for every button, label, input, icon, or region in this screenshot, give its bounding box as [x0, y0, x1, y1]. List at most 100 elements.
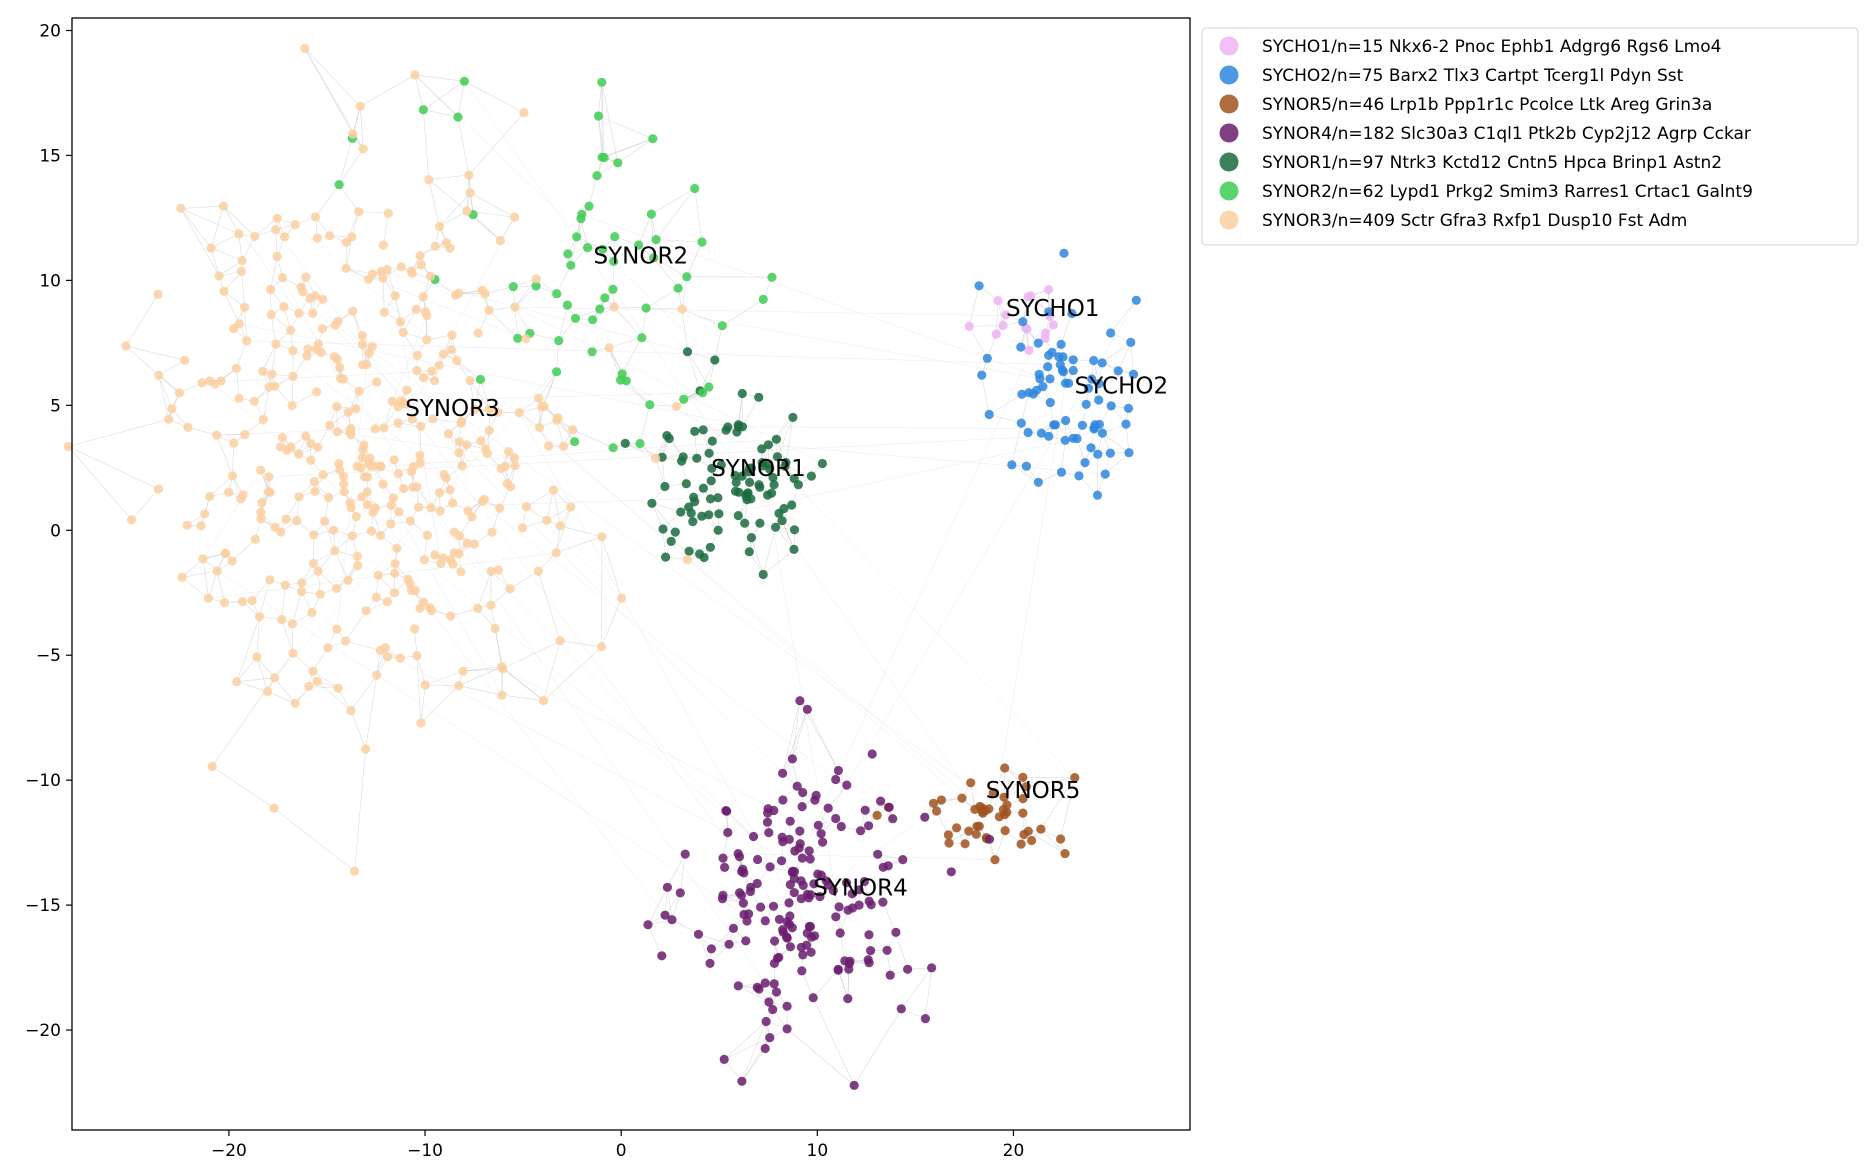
cell-point	[864, 930, 874, 940]
x-tick-label: −20	[211, 1141, 247, 1161]
cell-point	[1047, 347, 1057, 357]
cell-point	[763, 459, 774, 469]
cell-point	[477, 285, 487, 295]
cell-point	[180, 355, 190, 365]
cell-point	[721, 425, 731, 435]
graph-edge	[208, 570, 218, 599]
graph-edge	[462, 668, 503, 672]
graph-edge	[383, 213, 389, 246]
cell-point	[1105, 448, 1115, 458]
cell-point	[789, 888, 799, 898]
cell-point	[1033, 477, 1043, 487]
cell-point	[439, 469, 449, 480]
cell-point	[302, 351, 312, 361]
cell-point	[778, 927, 788, 937]
graph-edge	[469, 380, 476, 410]
cell-point	[692, 453, 702, 463]
cell-point	[745, 477, 755, 487]
cell-point	[414, 502, 424, 512]
cell-point	[301, 272, 311, 282]
graph-edge	[661, 457, 666, 487]
cluster-labels: SYCHO1 SYCHO2 SYNOR5 SYNOR4 SYNOR1 SYNOR2 SYNO…	[405, 243, 1168, 901]
cell-point	[371, 592, 381, 603]
cell-point	[616, 593, 627, 603]
y-tick-label: 20	[39, 21, 61, 41]
cell-point	[497, 690, 507, 700]
cell-point	[1007, 460, 1017, 470]
cell-point	[533, 566, 543, 576]
cell-point	[1080, 458, 1090, 468]
graph-edge	[556, 536, 602, 553]
cell-point	[418, 292, 428, 302]
cell-point	[1094, 378, 1104, 389]
cell-point	[218, 201, 229, 211]
cell-point	[445, 485, 455, 495]
graph-edge	[158, 375, 173, 409]
cell-point	[610, 232, 620, 242]
cell-point	[430, 241, 440, 251]
cell-point	[780, 461, 790, 471]
graph-edge	[488, 310, 518, 339]
cell-point	[1086, 443, 1096, 453]
cell-point	[898, 855, 908, 865]
graph-edge	[762, 527, 776, 575]
cell-point	[1113, 366, 1123, 376]
cell-point	[333, 683, 343, 693]
cell-point	[758, 294, 768, 304]
cell-point	[412, 366, 422, 376]
graph-edge	[236, 340, 247, 369]
graph-edge	[763, 549, 795, 575]
cell-point	[252, 652, 262, 662]
cell-point	[436, 558, 446, 569]
graph-edge	[723, 1059, 743, 1082]
cell-point	[666, 536, 676, 547]
graph-edge	[560, 640, 602, 648]
cell-point	[957, 793, 967, 803]
graph-edge	[651, 503, 676, 533]
graph-edge	[570, 236, 577, 266]
graph-edge	[687, 351, 715, 361]
graph-edge	[646, 307, 683, 310]
graph-edge	[420, 685, 460, 724]
cell-point	[597, 532, 607, 542]
y-tick-label: 0	[50, 521, 61, 541]
graph-edge	[543, 640, 561, 701]
cell-point	[448, 498, 458, 508]
cell-point	[339, 479, 349, 489]
cell-point	[662, 882, 673, 892]
cell-point	[362, 500, 372, 510]
cell-point	[741, 936, 751, 946]
graph-edge	[968, 326, 988, 359]
cell-point	[643, 920, 653, 930]
cluster-label-synor2: SYNOR2	[594, 243, 689, 269]
cell-point	[1097, 358, 1107, 368]
graph-edge	[711, 928, 734, 950]
cell-point	[462, 538, 472, 548]
cell-point	[774, 952, 784, 963]
graph-edge	[742, 397, 759, 427]
cell-point	[891, 927, 901, 938]
cell-point	[486, 600, 496, 610]
graph-edge	[485, 286, 514, 294]
cell-point	[497, 662, 507, 672]
cell-point	[542, 515, 552, 525]
cell-point	[457, 461, 467, 471]
cell-point	[671, 401, 682, 411]
cell-point	[521, 334, 531, 344]
graph-edge	[546, 490, 554, 521]
cell-point	[641, 303, 651, 313]
cell-point	[197, 378, 207, 388]
graph-edge	[423, 601, 666, 916]
cell-point	[279, 302, 289, 312]
graph-edge	[989, 383, 1066, 840]
cell-point	[538, 696, 549, 706]
cell-point	[1057, 365, 1067, 375]
axes: −20 −10 0 10 20 20 15 10 5 0 −5 −10 −15 −20	[25, 21, 1024, 1161]
cell-point	[885, 970, 895, 980]
cell-point	[974, 281, 984, 291]
graph-edge	[262, 343, 277, 372]
graph-edge	[651, 214, 654, 258]
graph-edge	[647, 887, 668, 925]
cluster-label-sycho2: SYCHO2	[1075, 373, 1168, 399]
graph-edge	[317, 681, 352, 711]
